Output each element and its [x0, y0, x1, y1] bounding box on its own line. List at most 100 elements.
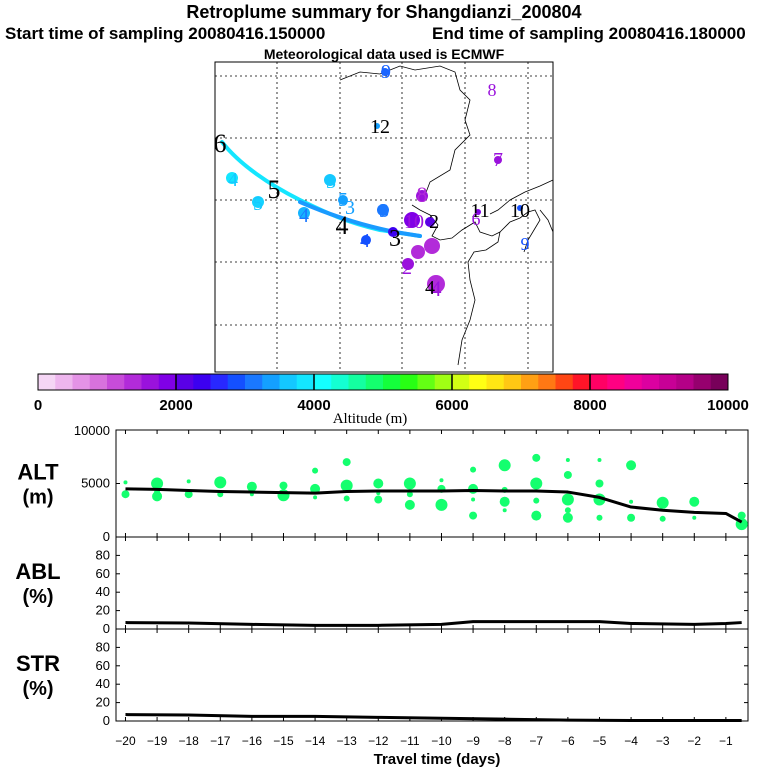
colorbar-swatch-32 — [590, 374, 608, 390]
map-day-label: 4 — [360, 230, 370, 252]
alt-scatter-point — [737, 511, 746, 520]
alt-scatter-point — [342, 458, 351, 467]
xtick-label: −8 — [498, 734, 512, 748]
map-day-label: 4 — [425, 277, 435, 299]
panel-yunit: (m) — [22, 487, 53, 509]
time-series-panels: 0500010000ALT(m)020406080ABL(%)020406080… — [15, 423, 749, 748]
ytick-label: 80 — [96, 547, 110, 562]
panel-abl: 0 20 40 60 80 ABL(%) — [15, 536, 749, 636]
colorbar-swatch-20 — [383, 374, 401, 390]
end-time: End time of sampling 20080416.180000 — [432, 24, 746, 43]
panel-yunit: (%) — [22, 586, 53, 608]
panel-frame — [115, 536, 749, 630]
plume-blob-14 — [411, 245, 425, 259]
map-day-label: 8 — [417, 182, 428, 207]
colorbar-swatch-30 — [555, 374, 574, 390]
alt-scatter-point — [656, 496, 669, 509]
plume-blob-18 — [517, 205, 523, 211]
alt-scatter-point — [596, 514, 603, 521]
colorbar-swatch-31 — [572, 374, 591, 390]
alt-scatter-point — [373, 478, 384, 489]
alt-scatter-point — [689, 496, 700, 507]
colorbar-swatch-16 — [314, 374, 332, 390]
xtick-label: −4 — [624, 734, 638, 748]
panel-ylabel: ABL — [15, 559, 60, 584]
colorbar-swatch-24 — [452, 374, 470, 390]
ytick-label: 0 — [103, 621, 110, 636]
map-day-label: 2 — [402, 257, 412, 279]
colorbar-tick-5: 10000 — [707, 397, 749, 414]
plume-blob-7 — [338, 195, 348, 205]
plume-blob-8 — [377, 204, 389, 216]
xaxis-label: Travel time (days) — [374, 751, 501, 768]
map-day-label: 3 — [326, 171, 336, 193]
ytick-label: 80 — [96, 639, 110, 654]
colorbar-swatch-28 — [521, 374, 539, 390]
plume-blobs — [226, 68, 523, 293]
colorbar-swatch-13 — [262, 374, 280, 390]
xtick-label: −10 — [431, 734, 452, 748]
panel-yunit: (%) — [22, 678, 53, 700]
colorbar-swatch-8 — [176, 374, 194, 390]
alt-scatter-point — [597, 457, 602, 462]
alt-scatter-point — [186, 479, 191, 484]
alt-scatter-point — [531, 510, 542, 521]
ytick-label: 0 — [103, 529, 110, 544]
panel-ylabel: STR — [16, 651, 60, 676]
plume-blob-13 — [424, 238, 440, 254]
map-day-label: 5 — [338, 189, 348, 211]
ytick-label: 20 — [96, 603, 110, 618]
alt-scatter-point — [498, 459, 511, 472]
alt-scatter-point — [214, 476, 227, 489]
map-day-label: 3 — [379, 200, 389, 222]
alt-scatter-point — [374, 495, 383, 504]
alt-scatter-point — [565, 457, 570, 462]
alt-scatter-point — [404, 499, 415, 510]
map-day-label: 6 — [214, 129, 227, 158]
alt-scatter-point — [533, 497, 540, 504]
map-day-label: 5 — [268, 175, 281, 204]
colorbar-swatch-1 — [55, 374, 73, 390]
alt-scatter-point — [151, 477, 164, 490]
colorbar-swatch-0 — [38, 374, 56, 390]
ytick-label: 0 — [103, 713, 110, 728]
alt-scatter-point — [471, 497, 476, 502]
xtick-label: −19 — [147, 734, 168, 748]
colorbar-swatch-37 — [676, 374, 694, 390]
alt-scatter-point — [499, 496, 510, 507]
xtick-label: −7 — [529, 734, 543, 748]
colorbar-swatch-18 — [348, 374, 367, 390]
xtick-label: −6 — [561, 734, 575, 748]
colorbar-tick-4: 8000 — [573, 397, 606, 414]
abl-series-line — [125, 620, 742, 627]
colorbar-swatch-21 — [400, 374, 418, 390]
alt-scatter-point — [595, 479, 604, 488]
colorbar-swatch-9 — [193, 374, 211, 390]
map-day-label: 4 — [228, 169, 238, 191]
xtick-label: −9 — [466, 734, 480, 748]
map-day-label: 2 — [429, 211, 439, 233]
colorbar-swatch-2 — [72, 374, 91, 390]
panel-ylabel: ALT — [17, 460, 59, 485]
colorbar-swatch-12 — [245, 374, 263, 390]
altitude-colorbar: 0 2000 4000 6000 8000 10000 — [34, 373, 749, 414]
alt-scatter-point — [406, 491, 413, 498]
plume-blob-2 — [494, 156, 502, 164]
coastline-bohai — [411, 204, 501, 366]
ytick-label: 60 — [96, 658, 110, 673]
plume-centroid-path — [220, 140, 422, 238]
colorbar-swatch-33 — [607, 374, 625, 390]
colorbar-swatch-39 — [710, 374, 729, 390]
xtick-label: −5 — [593, 734, 607, 748]
xtick-label: −12 — [368, 734, 389, 748]
xtick-label: −14 — [305, 734, 326, 748]
map-day-label: 3 — [345, 197, 355, 219]
colorbar-swatch-23 — [434, 374, 453, 390]
alt-scatter-point — [468, 483, 479, 494]
plume-blob-0 — [381, 68, 389, 76]
border-north — [339, 65, 471, 196]
xtick-label: −16 — [242, 734, 263, 748]
colorbar-swatch-29 — [538, 374, 556, 390]
